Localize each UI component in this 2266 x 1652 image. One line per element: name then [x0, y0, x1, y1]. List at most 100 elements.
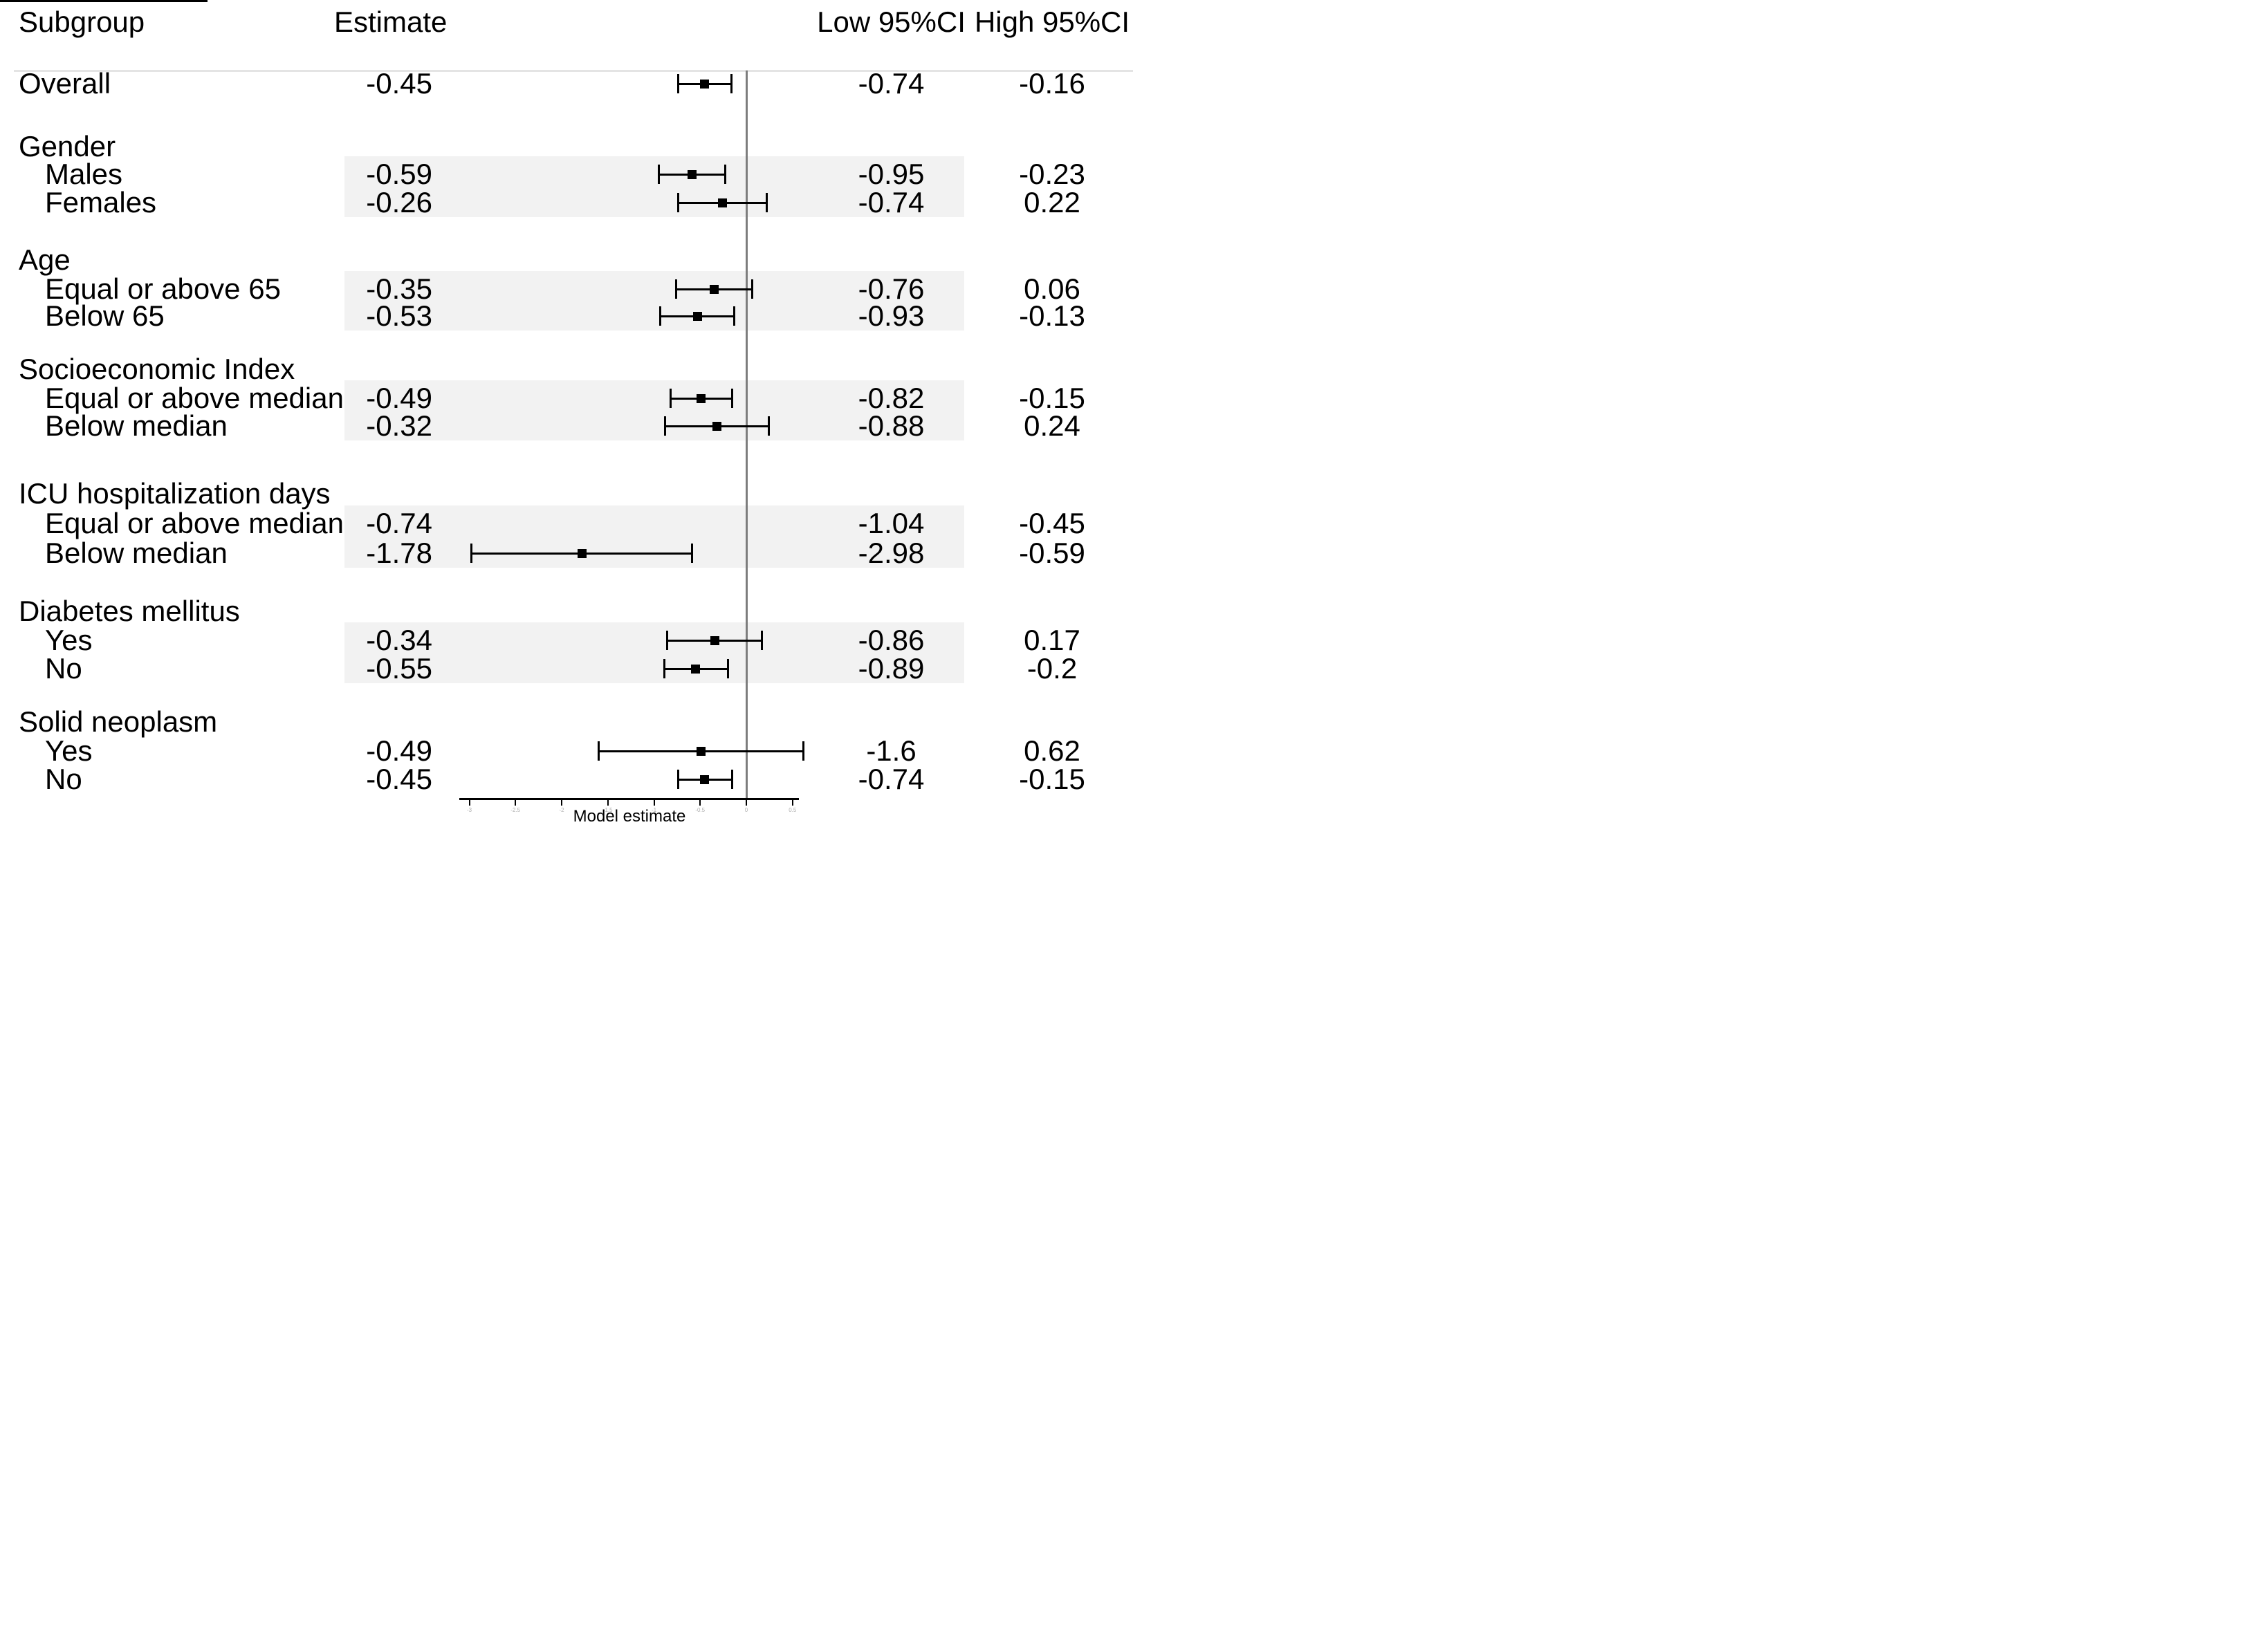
axis-tick-label: -2.5 [510, 807, 521, 813]
estimate-value: -0.59 [366, 158, 432, 190]
axis-tick-label: -1 [651, 807, 657, 813]
reference-line [746, 71, 748, 799]
subgroup-label: Equal or above median [45, 382, 344, 414]
axis-tick-label: -3 [466, 807, 472, 813]
ci-cap-left [676, 74, 679, 93]
high-ci-value: 0.06 [1024, 272, 1080, 305]
subgroup-label: Below median [45, 409, 228, 442]
ci-cap-left [670, 389, 672, 408]
subgroup-label: Gender [19, 130, 116, 163]
estimate-value: -0.26 [366, 186, 432, 219]
ci-cap-right [767, 416, 770, 436]
ci-cap-left [659, 306, 662, 326]
group-band [344, 380, 964, 440]
high-ci-value: 0.24 [1024, 409, 1080, 442]
high-ci-value: -0.45 [1019, 507, 1085, 539]
point-marker [577, 548, 587, 558]
high-ci-value: -0.15 [1019, 763, 1085, 795]
subgroup-label: Females [45, 186, 157, 219]
ci-cap-right [730, 74, 733, 93]
header-separator [14, 70, 1133, 72]
group-band [344, 622, 964, 683]
subgroup-label: No [45, 652, 82, 685]
estimate-value: -0.32 [366, 409, 432, 442]
ci-cap-right [750, 279, 753, 299]
subgroup-label: Solid neoplasm [19, 705, 218, 738]
point-marker [700, 774, 710, 784]
point-marker [712, 421, 721, 431]
low-ci-value: -1.6 [866, 734, 916, 767]
low-ci-value: -0.86 [858, 624, 925, 656]
high-ci-value: -0.15 [1019, 382, 1085, 414]
axis-tick-label: -2 [559, 807, 564, 813]
ci-cap-right [726, 659, 729, 678]
subgroup-label: Equal or above median [45, 507, 344, 539]
x-axis [459, 798, 799, 800]
estimate-value: -0.35 [366, 272, 432, 305]
ci-cap-left [663, 659, 665, 678]
point-marker [700, 79, 710, 89]
low-ci-value: -0.74 [858, 186, 925, 219]
low-ci-value: -0.95 [858, 158, 925, 190]
ci-cap-right [690, 544, 693, 563]
low-ci-value: -0.82 [858, 382, 925, 414]
ci-cap-right [724, 165, 726, 184]
high-ci-value: 0.22 [1024, 186, 1080, 219]
ci-cap-right [731, 389, 734, 408]
subgroup-label: Equal or above 65 [45, 272, 281, 305]
ci-cap-left [664, 416, 667, 436]
column-header-high-ci: High 95%CI [974, 6, 1130, 38]
subgroup-label: Diabetes mellitus [19, 595, 240, 627]
axis-tick [746, 800, 747, 806]
low-ci-value: -2.98 [858, 537, 925, 569]
axis-tick-label: 0 [744, 807, 748, 813]
axis-tick-label: -0.5 [695, 807, 706, 813]
group-band [344, 271, 964, 331]
low-ci-value: -0.74 [858, 67, 925, 100]
subgroup-label: Below median [45, 537, 228, 569]
axis-tick [699, 800, 701, 806]
high-ci-value: -0.13 [1019, 299, 1085, 332]
point-marker [709, 284, 719, 294]
subgroup-label: Overall [19, 67, 111, 100]
ci-cap-left [470, 544, 472, 563]
high-ci-value: -0.23 [1019, 158, 1085, 190]
axis-tick-label: 0.5 [789, 807, 797, 813]
estimate-value: -1.78 [366, 537, 432, 569]
estimate-value: -0.45 [366, 67, 432, 100]
ci-cap-left [665, 631, 668, 650]
ci-cap-right [802, 741, 805, 761]
ci-cap-left [676, 770, 679, 789]
estimate-value: -0.74 [366, 507, 432, 539]
high-ci-value: -0.16 [1019, 67, 1085, 100]
ci-cap-left [675, 279, 678, 299]
subgroup-label: ICU hospitalization days [19, 477, 331, 510]
low-ci-value: -0.76 [858, 272, 925, 305]
estimate-value: -0.34 [366, 624, 432, 656]
subgroup-label: Socioeconomic Index [19, 353, 295, 385]
subgroup-label: Males [45, 158, 123, 190]
subgroup-label: Age [19, 243, 71, 276]
axis-tick [607, 800, 609, 806]
estimate-value: -0.45 [366, 763, 432, 795]
high-ci-value: 0.62 [1024, 734, 1080, 767]
x-axis-label: Model estimate [573, 807, 686, 826]
subgroup-label: No [45, 763, 82, 795]
estimate-value: -0.49 [366, 734, 432, 767]
high-ci-value: 0.17 [1024, 624, 1080, 656]
axis-tick [561, 800, 562, 806]
point-marker [710, 635, 720, 645]
subgroup-label: Yes [45, 624, 93, 656]
ci-cap-left [676, 193, 679, 212]
axis-tick-label: -1.5 [602, 807, 613, 813]
ci-cap-left [657, 165, 660, 184]
high-ci-value: -0.2 [1026, 652, 1078, 685]
high-ci-value: -0.59 [1019, 537, 1085, 569]
point-marker [697, 746, 706, 756]
low-ci-value: -0.93 [858, 299, 925, 332]
ci-cap-right [765, 193, 768, 212]
ci-cap-right [733, 306, 736, 326]
forest-plot: Subgroup Estimate Low 95%CI High 95%CI O… [0, 0, 1133, 826]
ci-cap-left [597, 741, 600, 761]
group-band [344, 505, 964, 568]
